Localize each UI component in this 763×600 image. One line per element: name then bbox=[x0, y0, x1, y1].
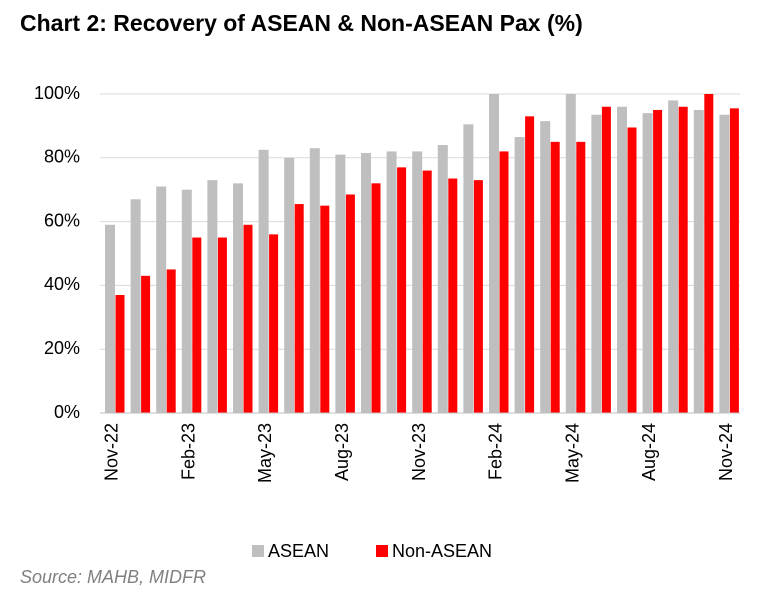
bar bbox=[514, 137, 525, 413]
bar bbox=[565, 94, 576, 413]
bar bbox=[729, 108, 739, 413]
bar bbox=[499, 151, 509, 414]
bar bbox=[397, 167, 407, 413]
y-tick-label: 40% bbox=[44, 274, 80, 294]
bar bbox=[156, 186, 167, 413]
bar bbox=[243, 224, 253, 413]
bar bbox=[269, 234, 279, 413]
legend-swatch bbox=[376, 545, 388, 557]
bar bbox=[412, 151, 423, 414]
bar bbox=[130, 199, 141, 413]
bar bbox=[437, 145, 448, 414]
bar bbox=[576, 141, 586, 413]
x-tick-label: Feb-24 bbox=[486, 423, 506, 480]
x-tick-label: Aug-24 bbox=[639, 423, 659, 481]
x-tick-label: Nov-24 bbox=[716, 423, 736, 481]
chart-title: Chart 2: Recovery of ASEAN & Non-ASEAN P… bbox=[20, 10, 583, 36]
bar bbox=[540, 121, 551, 414]
bar bbox=[591, 114, 602, 414]
bar bbox=[473, 180, 483, 413]
bar bbox=[693, 109, 704, 413]
bar bbox=[601, 106, 611, 413]
bar bbox=[550, 141, 560, 413]
bar bbox=[141, 275, 151, 413]
bar bbox=[181, 189, 192, 413]
bar bbox=[294, 204, 304, 413]
x-tick-label: Aug-23 bbox=[332, 423, 352, 481]
x-tick-label: Feb-23 bbox=[178, 423, 198, 480]
source-note: Source: MAHB, MIDFR bbox=[20, 567, 206, 587]
y-tick-label: 20% bbox=[44, 338, 80, 358]
bar bbox=[489, 94, 499, 413]
bar bbox=[309, 148, 320, 414]
bar bbox=[217, 237, 227, 413]
legend-swatch bbox=[252, 545, 264, 557]
bar bbox=[525, 116, 535, 413]
y-tick-label: 0% bbox=[54, 402, 80, 422]
y-tick-label: 60% bbox=[44, 210, 80, 230]
bar bbox=[386, 151, 397, 414]
x-tick-label: Nov-22 bbox=[102, 423, 122, 481]
bar bbox=[335, 154, 346, 414]
bar bbox=[719, 114, 730, 414]
bar bbox=[642, 113, 653, 413]
bar bbox=[192, 237, 202, 413]
bar bbox=[258, 149, 269, 413]
x-tick-label: Nov-23 bbox=[409, 423, 429, 481]
bar bbox=[115, 294, 125, 413]
legend-label: Non-ASEAN bbox=[392, 541, 492, 561]
y-tick-label: 80% bbox=[44, 147, 80, 167]
bar bbox=[422, 170, 432, 413]
x-tick-label: May-24 bbox=[562, 423, 582, 483]
bar bbox=[361, 153, 371, 413]
y-tick-label: 100% bbox=[34, 83, 80, 103]
bar bbox=[284, 157, 295, 413]
bar bbox=[704, 94, 714, 413]
legend-label: ASEAN bbox=[268, 541, 329, 561]
bar bbox=[166, 269, 176, 413]
bar bbox=[371, 183, 381, 413]
bar bbox=[345, 194, 355, 413]
bar bbox=[463, 124, 474, 414]
bar bbox=[617, 106, 627, 413]
bar bbox=[627, 127, 637, 414]
bar bbox=[678, 106, 688, 413]
bar bbox=[233, 183, 243, 413]
bar bbox=[207, 180, 218, 413]
bar bbox=[448, 178, 458, 413]
bar bbox=[668, 100, 679, 413]
x-tick-label: May-23 bbox=[255, 423, 275, 483]
bar bbox=[105, 224, 115, 413]
bar bbox=[320, 205, 330, 413]
bar bbox=[653, 109, 663, 413]
